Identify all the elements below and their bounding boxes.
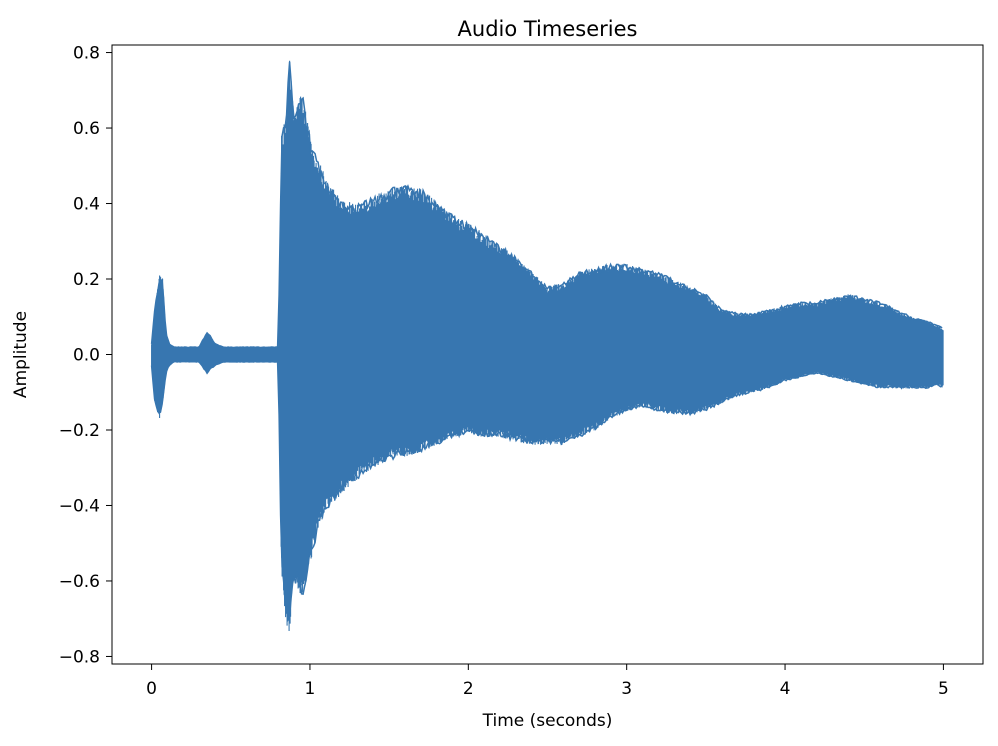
y-tick-label: 0.2	[73, 270, 100, 290]
y-axis-ticks: −0.8 −0.6 −0.4 −0.2 0.0 0.2 0.4 0.6 0.8	[59, 44, 112, 667]
chart-title: Audio Timeseries	[458, 17, 638, 41]
y-tick-label: 0.0	[73, 346, 100, 366]
x-tick-label: 4	[780, 679, 791, 699]
y-axis-label: Amplitude	[11, 311, 31, 398]
y-tick-label: −0.8	[59, 647, 100, 667]
x-tick-label: 5	[938, 679, 949, 699]
x-tick-label: 2	[463, 679, 474, 699]
y-tick-label: 0.8	[73, 44, 100, 64]
x-tick-label: 0	[146, 679, 157, 699]
y-tick-label: −0.6	[59, 572, 100, 592]
x-axis-label: Time (seconds)	[482, 711, 613, 731]
y-tick-label: −0.4	[59, 496, 100, 516]
series-upper-envelope	[150, 61, 943, 349]
y-tick-label: 0.4	[73, 195, 100, 215]
y-tick-label: −0.2	[59, 421, 100, 441]
series-waveform	[151, 60, 944, 631]
x-tick-label: 3	[621, 679, 632, 699]
series-layer	[150, 60, 944, 631]
y-tick-label: 0.6	[73, 119, 100, 139]
x-axis-ticks: 0 1 2 3 4 5	[146, 664, 949, 699]
series-lower-envelope	[150, 360, 943, 623]
x-tick-label: 1	[305, 679, 316, 699]
